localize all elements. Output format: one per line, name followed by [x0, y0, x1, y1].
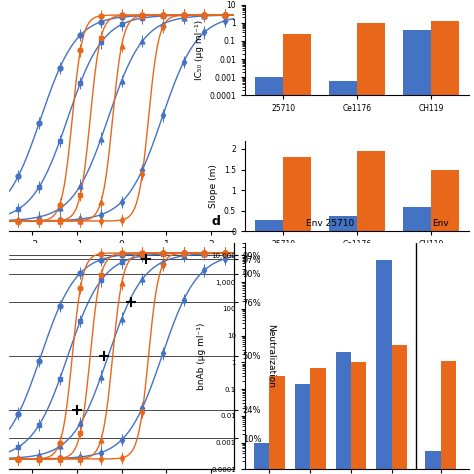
Y-axis label: IC₅₀ (μg ml⁻¹): IC₅₀ (μg ml⁻¹) [195, 20, 204, 80]
X-axis label: log(bnAb (μg ml⁻¹)): log(bnAb (μg ml⁻¹)) [77, 255, 166, 264]
Bar [336, 352, 351, 474]
Y-axis label: Neutralization: Neutralization [266, 324, 275, 388]
Bar [255, 220, 283, 231]
Bar [283, 34, 311, 474]
Bar [441, 361, 456, 474]
Bar [357, 23, 385, 474]
Bar [357, 151, 385, 231]
Bar [403, 207, 431, 231]
Bar [403, 30, 431, 474]
Bar [351, 362, 366, 474]
Bar [255, 77, 283, 474]
Bar [329, 216, 357, 231]
Bar [283, 157, 311, 231]
Bar [431, 21, 459, 474]
Text: d: d [211, 216, 220, 228]
Bar [254, 443, 269, 474]
Bar [392, 345, 407, 474]
Bar [376, 260, 392, 474]
Bar [431, 170, 459, 231]
Bar [310, 368, 326, 474]
Y-axis label: bnAb (μg ml⁻¹): bnAb (μg ml⁻¹) [197, 322, 206, 390]
Text: Env 25710: Env 25710 [307, 219, 355, 228]
Text: Env: Env [432, 219, 449, 228]
Bar [329, 81, 357, 474]
Bar [269, 376, 285, 474]
Y-axis label: Slope (m): Slope (m) [209, 164, 218, 208]
Bar [295, 384, 310, 474]
Bar [425, 451, 441, 474]
